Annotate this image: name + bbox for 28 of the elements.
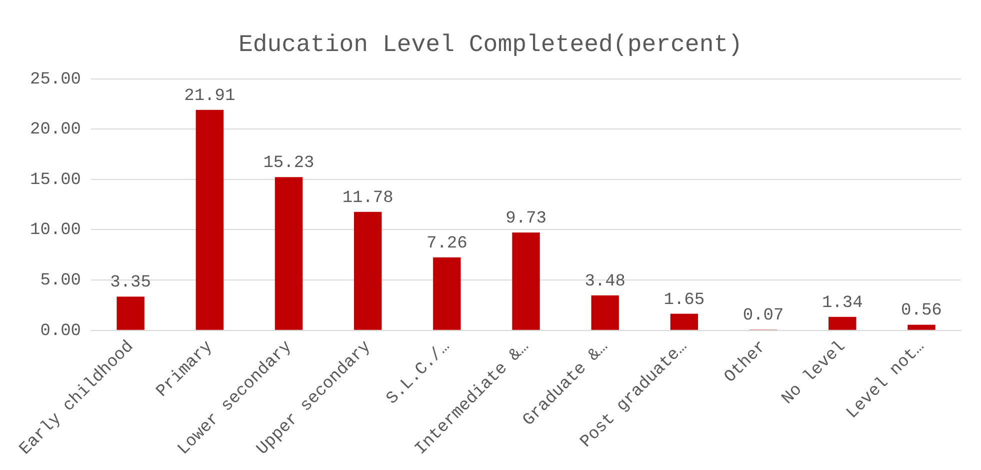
chart-title: Education Level Completeed(percent) bbox=[238, 32, 743, 59]
data-label: 21.91 bbox=[184, 86, 236, 106]
data-label: 1.34 bbox=[822, 294, 863, 313]
y-tick-label: 0.00 bbox=[40, 322, 82, 341]
data-label: 11.78 bbox=[342, 188, 394, 208]
data-label: 1.65 bbox=[664, 290, 705, 310]
bar bbox=[116, 296, 144, 330]
data-label: 9.73 bbox=[506, 209, 546, 228]
data-label: 0.56 bbox=[901, 302, 942, 321]
bar bbox=[433, 257, 461, 330]
data-label: 0.07 bbox=[742, 306, 784, 326]
bar bbox=[354, 212, 382, 330]
data-label: 3.48 bbox=[584, 272, 626, 292]
bar bbox=[828, 316, 856, 330]
y-tick-label: 10.00 bbox=[30, 221, 82, 240]
y-tick-label: 5.00 bbox=[40, 272, 82, 291]
bar bbox=[196, 110, 224, 330]
bar bbox=[908, 324, 936, 330]
y-tick-label: 15.00 bbox=[30, 170, 82, 190]
bar bbox=[670, 314, 698, 330]
bar bbox=[591, 295, 619, 330]
bar bbox=[512, 232, 540, 330]
y-tick-label: 20.00 bbox=[30, 120, 82, 140]
data-label: 3.35 bbox=[110, 274, 151, 293]
y-tick-label: 25.00 bbox=[30, 70, 82, 90]
bar bbox=[274, 177, 303, 330]
data-label: 7.26 bbox=[426, 234, 468, 254]
data-label: 15.23 bbox=[263, 154, 314, 174]
